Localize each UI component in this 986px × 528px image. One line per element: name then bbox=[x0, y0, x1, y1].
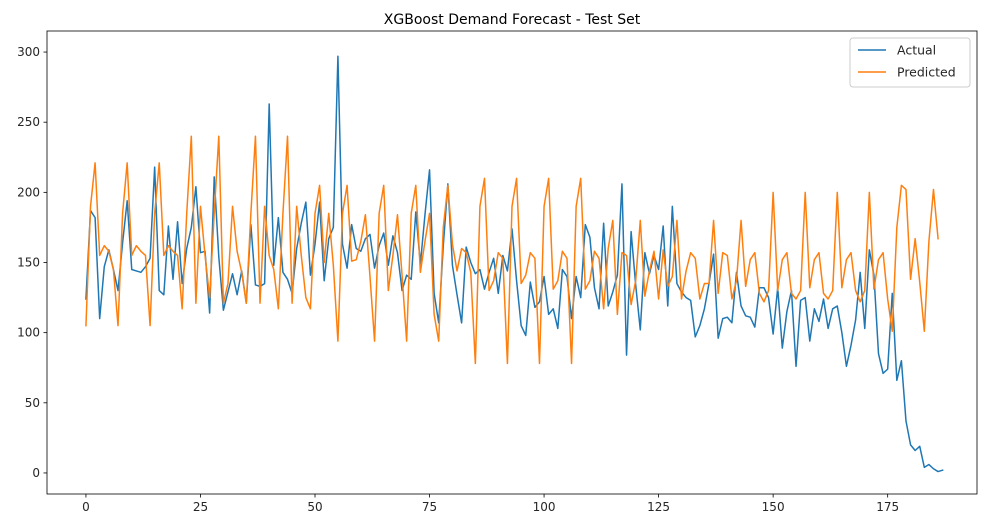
x-tick-label: 75 bbox=[422, 500, 437, 514]
legend-label-predicted: Predicted bbox=[897, 65, 956, 80]
y-tick-label: 50 bbox=[25, 396, 40, 410]
x-tick-label: 100 bbox=[533, 500, 556, 514]
x-tick-label: 150 bbox=[762, 500, 785, 514]
legend-items: Actual Predicted bbox=[858, 43, 956, 80]
x-tick-label: 50 bbox=[307, 500, 322, 514]
series-line-predicted bbox=[85, 135, 939, 365]
y-tick-label: 0 bbox=[32, 466, 40, 480]
plot-area: 0 25 50 75 100 125 150 175 0 50 100 150 200 250 300 bbox=[17, 30, 978, 514]
x-axis: 0 25 50 75 100 125 150 175 bbox=[82, 494, 899, 514]
y-tick-label: 250 bbox=[17, 115, 40, 129]
x-tick-label: 125 bbox=[647, 500, 670, 514]
x-tick-label: 0 bbox=[82, 500, 90, 514]
series-layer bbox=[85, 55, 944, 473]
x-tick-label: 25 bbox=[193, 500, 208, 514]
series-line-actual bbox=[85, 55, 944, 473]
legend-label-actual: Actual bbox=[897, 43, 936, 58]
y-tick-label: 150 bbox=[17, 256, 40, 270]
legend: Actual Predicted bbox=[849, 37, 971, 88]
y-tick-label: 200 bbox=[17, 185, 40, 199]
x-tick-label: 175 bbox=[876, 500, 899, 514]
chart-title: XGBoost Demand Forecast - Test Set bbox=[384, 12, 641, 28]
y-tick-label: 300 bbox=[17, 45, 40, 59]
y-tick-label: 100 bbox=[17, 326, 40, 340]
y-axis: 0 50 100 150 200 250 300 bbox=[17, 45, 47, 480]
